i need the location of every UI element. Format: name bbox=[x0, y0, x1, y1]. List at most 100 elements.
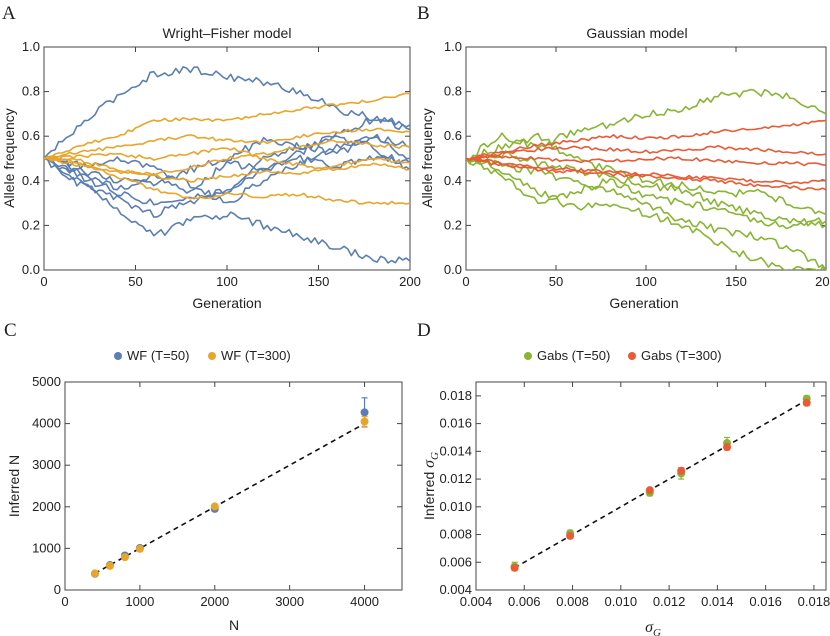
panel-b-ylabel: Allele frequency bbox=[419, 108, 435, 208]
data-point bbox=[802, 398, 811, 407]
plot-frame bbox=[475, 381, 827, 591]
x-tick-label: 150 bbox=[725, 274, 747, 289]
x-tick-label: 0 bbox=[40, 274, 47, 289]
y-tick-label: 0.2 bbox=[444, 217, 462, 232]
y-tick-label: 0.018 bbox=[439, 388, 472, 403]
x-tick-label: 200 bbox=[815, 274, 830, 289]
y-tick-label: 0.8 bbox=[22, 84, 40, 99]
panel-b-xlabel: Generation bbox=[609, 295, 678, 311]
y-tick-label: 1.0 bbox=[444, 39, 462, 54]
panel-a-title: Wright–Fisher model bbox=[163, 25, 292, 41]
x-tick-label: 0.014 bbox=[701, 594, 734, 609]
trajectory-line bbox=[466, 132, 826, 216]
x-tick-label: 2000 bbox=[200, 594, 229, 609]
data-point bbox=[360, 417, 369, 426]
data-point bbox=[645, 486, 654, 495]
trajectory-line bbox=[44, 66, 410, 160]
y-tick-label: 0 bbox=[54, 582, 61, 597]
trajectory-line bbox=[466, 119, 826, 160]
panel-b-title: Gaussian model bbox=[586, 25, 687, 41]
legend-label-wf-t300: WF (T=300) bbox=[221, 348, 291, 363]
panel-c-legend: WF (T=50) WF (T=300) bbox=[114, 348, 291, 363]
panel-a-xlabel: Generation bbox=[192, 295, 261, 311]
y-tick-label: 0.6 bbox=[444, 128, 462, 143]
x-tick-label: 0.004 bbox=[460, 594, 493, 609]
y-tick-label: 0.6 bbox=[22, 128, 40, 143]
y-tick-label: 0.006 bbox=[439, 554, 472, 569]
x-tick-label: 1000 bbox=[125, 594, 154, 609]
panel-letter-b: B bbox=[417, 3, 430, 24]
trajectory-line bbox=[466, 88, 826, 161]
y-tick-label: 0.4 bbox=[444, 173, 462, 188]
legend-marker-gabs-t50 bbox=[524, 352, 532, 360]
trajectory-line bbox=[466, 158, 826, 270]
data-point bbox=[210, 502, 219, 511]
x-tick-label: 0.008 bbox=[556, 594, 589, 609]
x-tick-label: 3000 bbox=[275, 594, 304, 609]
y-tick-label: 1000 bbox=[32, 540, 61, 555]
x-tick-label: 0.006 bbox=[508, 594, 541, 609]
legend-label-wf-t50: WF (T=50) bbox=[127, 348, 189, 363]
trajectory-line bbox=[44, 156, 410, 183]
y-tick-label: 0.004 bbox=[439, 582, 472, 597]
panel-d-xlabel: σG bbox=[645, 619, 661, 636]
y-tick-label: 0.008 bbox=[439, 527, 472, 542]
panel-letter-d: D bbox=[417, 320, 431, 341]
data-point bbox=[677, 466, 686, 475]
x-tick-label: 4000 bbox=[350, 594, 379, 609]
trajectory-line bbox=[466, 150, 826, 229]
y-tick-label: 0.0 bbox=[22, 262, 40, 277]
panel-letter-c: C bbox=[4, 320, 17, 341]
y-tick-label: 3000 bbox=[32, 457, 61, 472]
y-tick-label: 0.016 bbox=[439, 416, 472, 431]
trajectory-line bbox=[44, 127, 410, 160]
data-point bbox=[510, 563, 519, 572]
x-tick-label: 100 bbox=[635, 274, 657, 289]
x-tick-label: 0 bbox=[462, 274, 469, 289]
data-point bbox=[105, 561, 114, 570]
y-tick-label: 0.014 bbox=[439, 443, 472, 458]
x-tick-label: 0.010 bbox=[605, 594, 638, 609]
y-tick-label: 0.010 bbox=[439, 499, 472, 514]
x-tick-label: 0.016 bbox=[749, 594, 782, 609]
panel-c-plot: 0 1000 2000 3000 4000 0 1000 2000 3000 4000 5000 bbox=[32, 374, 403, 609]
panel-d-ylabel: Inferred σG bbox=[421, 452, 441, 520]
panel-letter-a: A bbox=[2, 3, 16, 24]
trajectory-line bbox=[44, 157, 410, 264]
data-point bbox=[135, 544, 144, 553]
data-point bbox=[90, 569, 99, 578]
trajectory-line bbox=[466, 158, 826, 230]
trajectory-line bbox=[44, 133, 410, 204]
panel-d-plot: 0.004 0.006 0.008 0.010 0.012 0.014 0.016 0.018… bbox=[439, 381, 830, 609]
legend-label-gabs-t50: Gabs (T=50) bbox=[537, 348, 610, 363]
legend-marker-wf-t300 bbox=[208, 352, 216, 360]
data-point bbox=[723, 443, 732, 452]
trajectory-line bbox=[466, 157, 826, 185]
data-point bbox=[120, 553, 129, 562]
y-tick-label: 5000 bbox=[32, 374, 61, 389]
x-tick-label: 200 bbox=[399, 274, 421, 289]
plot-frame bbox=[43, 46, 411, 271]
x-tick-label: 0.012 bbox=[653, 594, 686, 609]
trajectory-line bbox=[44, 147, 410, 172]
y-tick-label: 0.8 bbox=[444, 84, 462, 99]
y-tick-label: 0.2 bbox=[22, 217, 40, 232]
panel-d-legend: Gabs (T=50) Gabs (T=300) bbox=[524, 348, 722, 363]
data-point bbox=[360, 408, 369, 417]
data-point bbox=[566, 531, 575, 540]
panel-c-xlabel: N bbox=[229, 617, 239, 633]
reference-line bbox=[514, 399, 808, 569]
trajectory-line bbox=[44, 139, 410, 176]
plot-frame bbox=[64, 381, 403, 591]
x-tick-label: 150 bbox=[308, 274, 330, 289]
y-tick-label: 2000 bbox=[32, 499, 61, 514]
x-tick-label: 100 bbox=[216, 274, 238, 289]
trajectory-line bbox=[44, 92, 410, 160]
trajectory-line bbox=[44, 154, 410, 218]
y-tick-label: 0.012 bbox=[439, 471, 472, 486]
panel-c-ylabel: Inferred N bbox=[6, 455, 22, 517]
trajectory-line bbox=[466, 157, 826, 191]
trajectory-line bbox=[44, 157, 410, 206]
x-tick-label: 50 bbox=[128, 274, 142, 289]
